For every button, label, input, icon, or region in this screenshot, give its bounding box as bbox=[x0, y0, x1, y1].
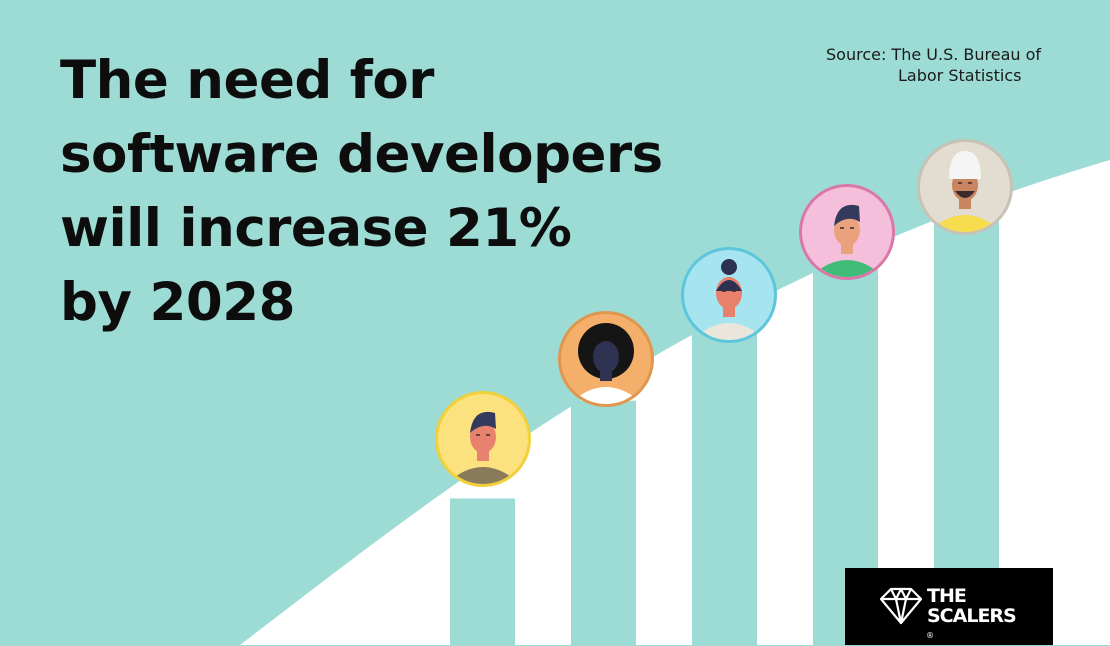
registered-mark: ® bbox=[926, 631, 934, 640]
headline-line-1: The need for bbox=[60, 50, 434, 111]
developer-woman-bun-icon bbox=[681, 247, 777, 343]
source-line-1: Source: The U.S. Bureau of bbox=[826, 45, 1042, 64]
diamond-icon bbox=[879, 587, 923, 625]
developer-man-icon bbox=[799, 184, 895, 280]
source-note: Source: The U.S. Bureau of Labor Statist… bbox=[826, 44, 1066, 86]
logo-line-2: SCALERS ® bbox=[925, 605, 1017, 646]
logo-wordmark: THE SCALERS ® bbox=[925, 585, 1017, 646]
the-scalers-logo: THE SCALERS ® bbox=[845, 568, 1053, 645]
logo-line-2-text: SCALERS bbox=[927, 605, 1017, 627]
headline-line-3: will increase 21% bbox=[60, 198, 572, 259]
headline: The need for software developers will in… bbox=[60, 44, 720, 340]
logo-line-1: THE bbox=[927, 585, 967, 607]
developer-woman-afro-icon bbox=[558, 311, 654, 407]
headline-line-2: software developers bbox=[60, 124, 663, 185]
source-line-2: Labor Statistics bbox=[898, 66, 1022, 85]
bar-1 bbox=[450, 498, 515, 645]
developer-man-icon bbox=[435, 391, 531, 487]
developer-man-turban-icon bbox=[917, 139, 1013, 235]
bar-3 bbox=[692, 327, 757, 645]
avatar-group bbox=[435, 139, 1013, 487]
bar-2 bbox=[571, 400, 636, 645]
headline-line-4: by 2028 bbox=[60, 272, 295, 333]
